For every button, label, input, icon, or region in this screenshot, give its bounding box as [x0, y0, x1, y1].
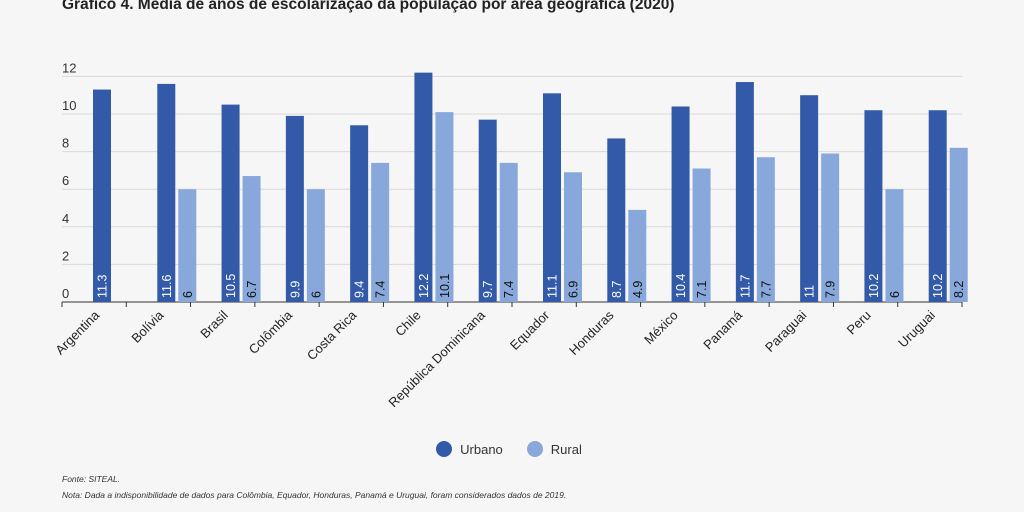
x-tick-label: Uruguai — [895, 307, 938, 350]
x-tick-label: Paraguai — [762, 307, 809, 354]
data-label: 7.9 — [824, 281, 838, 298]
bar-urbano — [93, 89, 111, 302]
chart-title: Gráfico 4. Média de anos de escolarizaçã… — [62, 0, 675, 13]
legend-swatch-rural — [526, 441, 543, 457]
data-label: 8.2 — [952, 281, 966, 298]
bar-chart: 0 2 4 6 8 10 12 11.3 Argentina 11.6 6 Bolívia 10.5 6.… — [52, 60, 968, 410]
data-label: 7.4 — [374, 281, 388, 298]
data-label: 10.4 — [674, 274, 688, 298]
data-label: 9.7 — [481, 281, 495, 298]
bar-urbano — [800, 95, 819, 302]
bar-urbano — [350, 125, 369, 302]
data-label: 10.5 — [224, 274, 238, 298]
bar-rural — [242, 176, 261, 302]
data-label: 9.4 — [353, 281, 367, 298]
bar-rural — [564, 172, 582, 302]
bar-rural — [435, 112, 454, 303]
bar-rural — [306, 189, 325, 302]
source-note: Fonte: SITEAL. — [62, 474, 121, 484]
data-label: 9.9 — [288, 281, 302, 298]
bar-rural — [692, 168, 711, 302]
y-tick-label: 12 — [62, 60, 76, 75]
data-label: 7.1 — [695, 281, 709, 298]
bar-urbano — [928, 110, 947, 303]
x-tick-label: Equador — [507, 307, 553, 353]
x-tick-label: Argentina — [52, 307, 103, 358]
y-tick-label: 10 — [62, 98, 76, 113]
bar-rural — [371, 162, 390, 302]
data-label: 6 — [181, 291, 195, 298]
data-label: 11.1 — [546, 275, 560, 298]
x-tick-label: Chile — [392, 308, 424, 340]
bar-urbano — [285, 115, 304, 302]
bar-rural — [885, 189, 904, 302]
bar-urbano — [221, 104, 240, 302]
bar-urbano — [735, 82, 754, 302]
x-tick-label: Peru — [844, 308, 874, 338]
data-label: 6.9 — [567, 281, 581, 298]
x-tick-label: Bolívia — [128, 307, 167, 346]
data-label: 12.2 — [417, 274, 431, 298]
bar-urbano — [607, 138, 626, 302]
data-label: 6 — [888, 291, 902, 298]
bar-urbano — [478, 119, 497, 302]
x-tick-label: Costa Rica — [304, 307, 360, 363]
bar-urbano — [543, 93, 561, 302]
bar-urbano — [671, 106, 690, 302]
data-label: 11.7 — [738, 275, 752, 298]
legend-item-rural[interactable]: Rural — [526, 441, 582, 457]
bar-rural — [756, 157, 775, 302]
bar-urbano — [414, 72, 433, 302]
data-label: 10.1 — [438, 274, 452, 298]
data-label: 10.2 — [867, 274, 881, 298]
data-label: 6.7 — [245, 281, 259, 298]
x-tick-label: Honduras — [566, 307, 617, 358]
footnote: Nota: Dada a indisponibilidade de dados … — [62, 490, 567, 500]
data-label: 7.4 — [502, 281, 516, 298]
x-tick-label: Panamá — [700, 307, 745, 352]
data-label: 10.2 — [931, 274, 945, 298]
x-tick-label: Colômbia — [246, 307, 296, 357]
bar-rural — [628, 209, 647, 302]
bar-urbano — [157, 83, 176, 302]
x-tick-label: Brasil — [197, 307, 231, 341]
data-label: 11.3 — [96, 275, 110, 298]
data-label: 7.7 — [759, 281, 773, 298]
y-tick-label: 2 — [62, 248, 69, 263]
legend-swatch-urbano — [436, 441, 453, 457]
legend-item-urbano[interactable]: Urbano — [436, 441, 503, 457]
y-tick-label: 8 — [62, 136, 69, 151]
bar-urbano — [864, 110, 883, 303]
x-tick-label: México — [641, 308, 681, 348]
data-label: 11.6 — [160, 275, 174, 298]
data-label: 4.9 — [631, 281, 645, 298]
bar-rural — [821, 153, 840, 302]
bar-rural — [178, 189, 197, 302]
legend: Urbano Rural — [0, 441, 1018, 457]
y-tick-label: 6 — [62, 173, 69, 188]
data-label: 11 — [803, 285, 817, 298]
bar-rural — [499, 162, 518, 302]
legend-label-rural: Rural — [550, 441, 582, 457]
y-tick-label: 4 — [62, 211, 69, 226]
bar-rural — [949, 147, 968, 302]
data-label: 8.7 — [610, 281, 624, 298]
y-tick-label: 0 — [62, 286, 69, 301]
legend-label-urbano: Urbano — [460, 441, 503, 457]
data-label: 6 — [309, 291, 323, 298]
